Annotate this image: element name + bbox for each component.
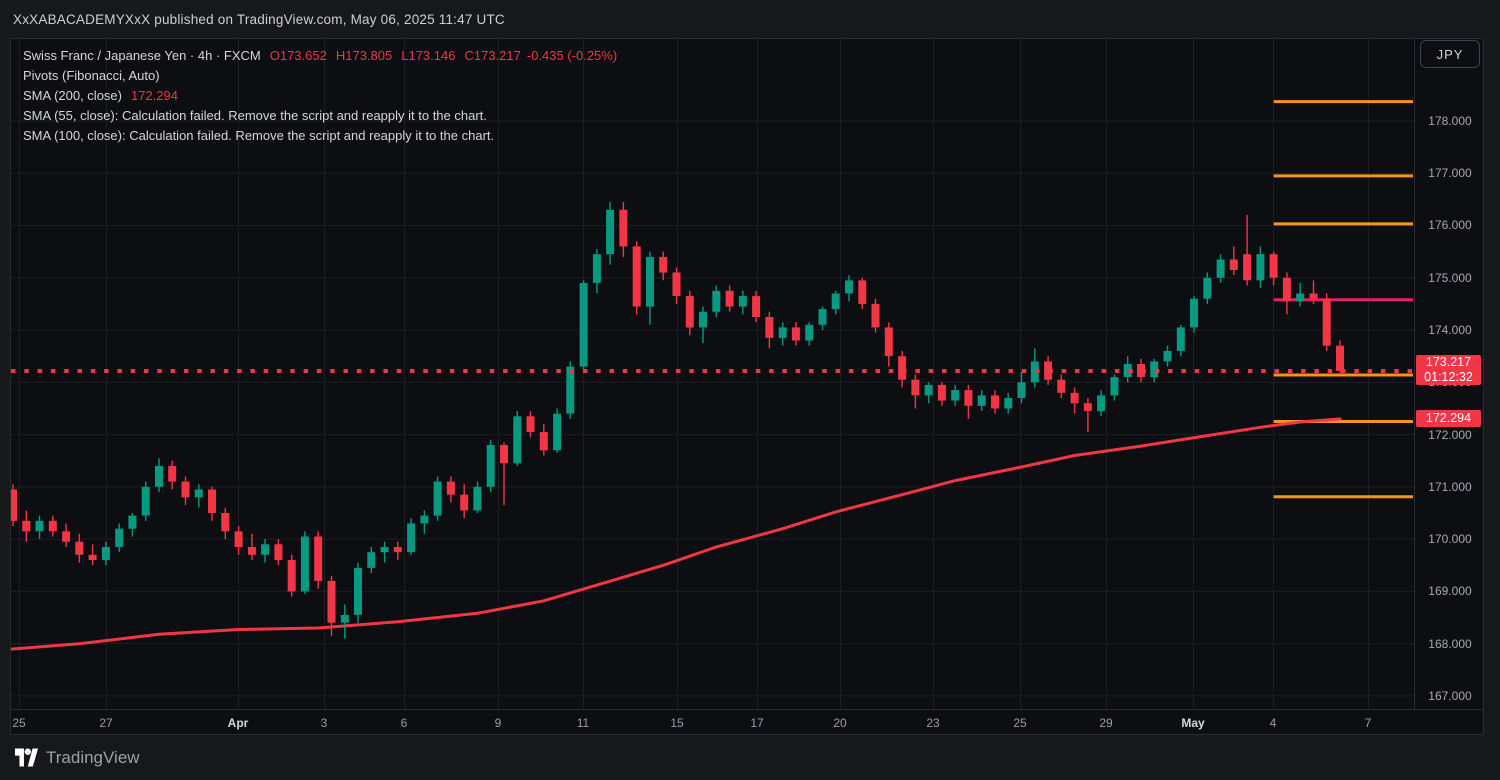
attribution-text: XxXABACADEMYXxX published on TradingView…: [13, 11, 505, 27]
symbol-title: Swiss Franc / Japanese Yen · 4h · FXCM: [23, 48, 261, 63]
price-axis-label: 167.000: [1428, 688, 1472, 703]
chart-legend: Swiss Franc / Japanese Yen · 4h · FXCM O1…: [23, 46, 617, 146]
price-axis-label: 169.000: [1428, 584, 1472, 599]
ohlc-high: H173.805: [335, 48, 393, 63]
time-axis-label: 27: [99, 716, 113, 730]
time-axis-label: 29: [1099, 716, 1113, 730]
price-axis-label: 170.000: [1428, 532, 1472, 547]
price-change: -0.435 (-0.25%): [526, 48, 618, 63]
time-axis-label: 6: [400, 716, 408, 730]
time-axis-label: May: [1181, 716, 1205, 730]
legend-pivots-row: Pivots (Fibonacci, Auto): [23, 66, 617, 86]
footer: TradingView: [15, 735, 140, 780]
bar-countdown: 01:12:32: [1424, 369, 1473, 384]
ohlc-open: O173.652: [269, 48, 327, 63]
price-axis-label: 174.000: [1428, 323, 1472, 338]
indicator-sma100-error: SMA (100, close): Calculation failed. Re…: [23, 128, 495, 143]
ohlc-close: C173.217: [464, 48, 521, 63]
time-axis-label: 15: [670, 716, 684, 730]
tradingview-brand-text[interactable]: TradingView: [46, 747, 140, 767]
current-price-badge: 173.217 01:12:32: [1416, 354, 1481, 385]
indicator-sma200-label: SMA (200, close): [23, 88, 122, 103]
price-axis-label: 176.000: [1428, 218, 1472, 233]
time-axis[interactable]: 25 27 Apr 3 6 9 11 15 17 20 23 25 29 May 4 7: [11, 709, 1483, 735]
time-axis-label: 4: [1269, 716, 1277, 730]
time-axis-label: 23: [926, 716, 940, 730]
legend-sma55-error-row: SMA (55, close): Calculation failed. Rem…: [23, 106, 617, 126]
attribution-bar: XxXABACADEMYXxX published on TradingView…: [0, 0, 1500, 38]
price-axis-label: 172.000: [1428, 427, 1472, 442]
time-axis-label: 25: [12, 716, 26, 730]
tradingview-logo-icon: [15, 748, 38, 767]
indicator-sma55-error: SMA (55, close): Calculation failed. Rem…: [23, 108, 487, 123]
price-axis-label: 177.000: [1428, 166, 1472, 181]
indicator-sma200-value: 172.294: [131, 88, 178, 103]
price-axis[interactable]: 167.000 168.000 169.000 170.000 171.000 172.0…: [1414, 39, 1485, 709]
time-axis-label: 17: [750, 716, 764, 730]
candlestick-chart[interactable]: [11, 39, 1414, 709]
time-axis-label: 3: [320, 716, 328, 730]
price-axis-label: 168.000: [1428, 636, 1472, 651]
time-axis-label: 25: [1013, 716, 1027, 730]
price-axis-label: 178.000: [1428, 113, 1472, 128]
price-axis-label: 171.000: [1428, 479, 1472, 494]
legend-sma200-row: SMA (200, close) 172.294: [23, 86, 617, 106]
ohlc-low: L173.146: [401, 48, 456, 63]
price-axis-label: 175.000: [1428, 270, 1472, 285]
legend-sma100-error-row: SMA (100, close): Calculation failed. Re…: [23, 126, 617, 146]
currency-button[interactable]: JPY: [1420, 40, 1480, 68]
indicator-pivots-label: Pivots (Fibonacci, Auto): [23, 68, 160, 83]
time-axis-label: 20: [833, 716, 847, 730]
current-price-value: 173.217: [1425, 354, 1472, 369]
time-axis-label: Apr: [227, 716, 249, 730]
time-axis-label: 9: [494, 716, 502, 730]
chart-frame: Swiss Franc / Japanese Yen · 4h · FXCM O1…: [10, 38, 1484, 735]
time-axis-label: 7: [1364, 716, 1372, 730]
time-axis-label: 11: [576, 716, 590, 730]
sma200-price-badge: 172.294: [1416, 410, 1481, 428]
legend-symbol-row: Swiss Franc / Japanese Yen · 4h · FXCM O1…: [23, 46, 617, 66]
